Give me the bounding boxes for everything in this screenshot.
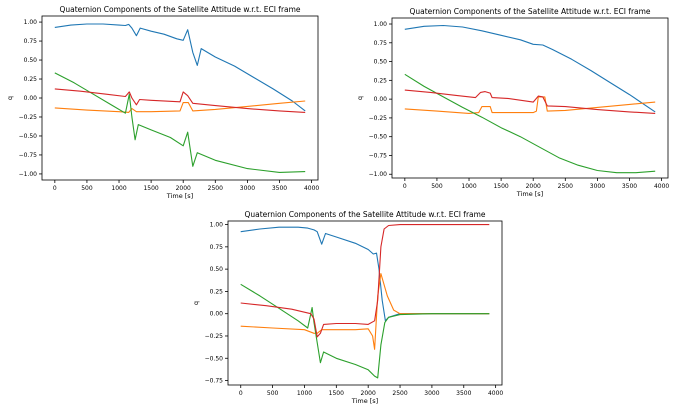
y-tick-label: 0.50 — [210, 266, 224, 273]
series-line-q0 — [55, 24, 305, 111]
series-line-q0 — [405, 26, 655, 112]
x-tick-label: 1000 — [297, 390, 312, 397]
x-tick-label: 3000 — [590, 183, 605, 190]
x-tick-label: 1500 — [143, 185, 158, 192]
x-tick-label: 500 — [431, 183, 443, 190]
x-axis-label: Time [s] — [166, 192, 193, 200]
y-tick-label: −0.75 — [19, 152, 38, 159]
chart-panel-top-right: Quaternion Components of the Satellite A… — [350, 0, 690, 205]
y-tick-label: 0.00 — [374, 96, 388, 103]
series-line-q3 — [55, 89, 305, 113]
series-line-q1 — [241, 274, 490, 350]
x-tick-label: 3000 — [240, 185, 255, 192]
x-tick-label: 500 — [267, 390, 279, 397]
x-tick-label: 3500 — [622, 183, 637, 190]
y-tick-label: 0.75 — [374, 40, 388, 47]
x-tick-label: 0 — [403, 183, 407, 190]
chart-panel-top-left: Quaternion Components of the Satellite A… — [0, 0, 340, 205]
y-tick-label: −0.75 — [205, 378, 224, 385]
x-tick-label: 0 — [53, 185, 57, 192]
y-tick-label: −0.75 — [369, 152, 388, 159]
y-tick-label: −1.00 — [369, 171, 388, 178]
y-axis-label: q — [192, 301, 200, 305]
chart-title: Quaternion Components of the Satellite A… — [409, 7, 650, 16]
y-tick-label: 1.00 — [210, 222, 224, 229]
x-tick-label: 1500 — [329, 390, 344, 397]
y-tick-label: 0.75 — [210, 244, 224, 251]
y-tick-label: 0.25 — [24, 76, 38, 83]
x-tick-label: 2500 — [392, 390, 407, 397]
axes-frame — [42, 16, 318, 180]
series-line-q3 — [241, 225, 490, 337]
quaternion-chart-top-left: Quaternion Components of the Satellite A… — [0, 0, 340, 205]
x-tick-label: 500 — [81, 185, 93, 192]
plot-area — [241, 225, 490, 378]
y-tick-label: 1.00 — [374, 21, 388, 28]
y-tick-label: 0.25 — [210, 288, 224, 295]
y-tick-label: −1.00 — [19, 171, 38, 178]
y-tick-label: 0.75 — [24, 38, 38, 45]
y-tick-label: 0.25 — [374, 77, 388, 84]
y-tick-label: 0.50 — [24, 57, 38, 64]
y-axis-label: q — [6, 96, 14, 100]
x-tick-label: 4000 — [488, 390, 503, 397]
y-tick-label: −0.25 — [205, 333, 224, 340]
chart-title: Quaternion Components of the Satellite A… — [59, 5, 300, 14]
series-line-q3 — [405, 90, 655, 113]
y-axis-label: q — [356, 96, 364, 100]
x-tick-label: 2500 — [208, 185, 223, 192]
x-tick-label: 3000 — [424, 390, 439, 397]
plot-area — [55, 24, 305, 172]
x-tick-label: 4000 — [304, 185, 319, 192]
series-line-q0 — [241, 227, 490, 321]
x-tick-label: 4000 — [654, 183, 669, 190]
y-tick-label: −0.25 — [19, 114, 38, 121]
y-tick-label: 0.00 — [210, 311, 224, 318]
x-tick-label: 3500 — [272, 185, 287, 192]
series-line-q2 — [55, 73, 305, 172]
y-tick-label: −0.50 — [19, 133, 38, 140]
y-tick-label: −0.50 — [369, 134, 388, 141]
x-tick-label: 1000 — [111, 185, 126, 192]
x-tick-label: 1500 — [493, 183, 508, 190]
x-tick-label: 3500 — [456, 390, 471, 397]
x-axis-label: Time [s] — [351, 397, 378, 405]
x-tick-label: 0 — [239, 390, 243, 397]
y-tick-label: 0.00 — [24, 95, 38, 102]
y-tick-label: 0.50 — [374, 59, 388, 66]
x-axis-label: Time [s] — [516, 190, 543, 198]
axes-frame — [228, 221, 502, 385]
y-tick-label: 1.00 — [24, 19, 38, 26]
chart-title: Quaternion Components of the Satellite A… — [244, 210, 485, 219]
series-line-q2 — [241, 284, 490, 378]
x-tick-label: 2000 — [361, 390, 376, 397]
x-tick-label: 1000 — [461, 183, 476, 190]
chart-panel-bottom: Quaternion Components of the Satellite A… — [180, 205, 520, 407]
x-tick-label: 2000 — [526, 183, 541, 190]
quaternion-chart-bottom: Quaternion Components of the Satellite A… — [180, 205, 520, 407]
x-tick-label: 2500 — [558, 183, 573, 190]
series-line-q2 — [405, 74, 655, 172]
plot-area — [405, 26, 655, 173]
y-tick-label: −0.25 — [369, 115, 388, 122]
x-tick-label: 2000 — [176, 185, 191, 192]
quaternion-chart-top-right: Quaternion Components of the Satellite A… — [350, 0, 690, 205]
series-line-q1 — [55, 101, 305, 112]
y-tick-label: −0.50 — [205, 355, 224, 362]
axes-frame — [392, 18, 668, 178]
